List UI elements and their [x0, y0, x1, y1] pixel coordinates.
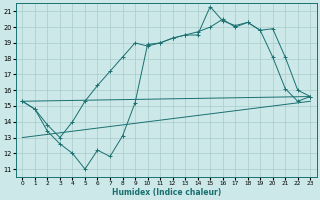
X-axis label: Humidex (Indice chaleur): Humidex (Indice chaleur) — [112, 188, 221, 197]
